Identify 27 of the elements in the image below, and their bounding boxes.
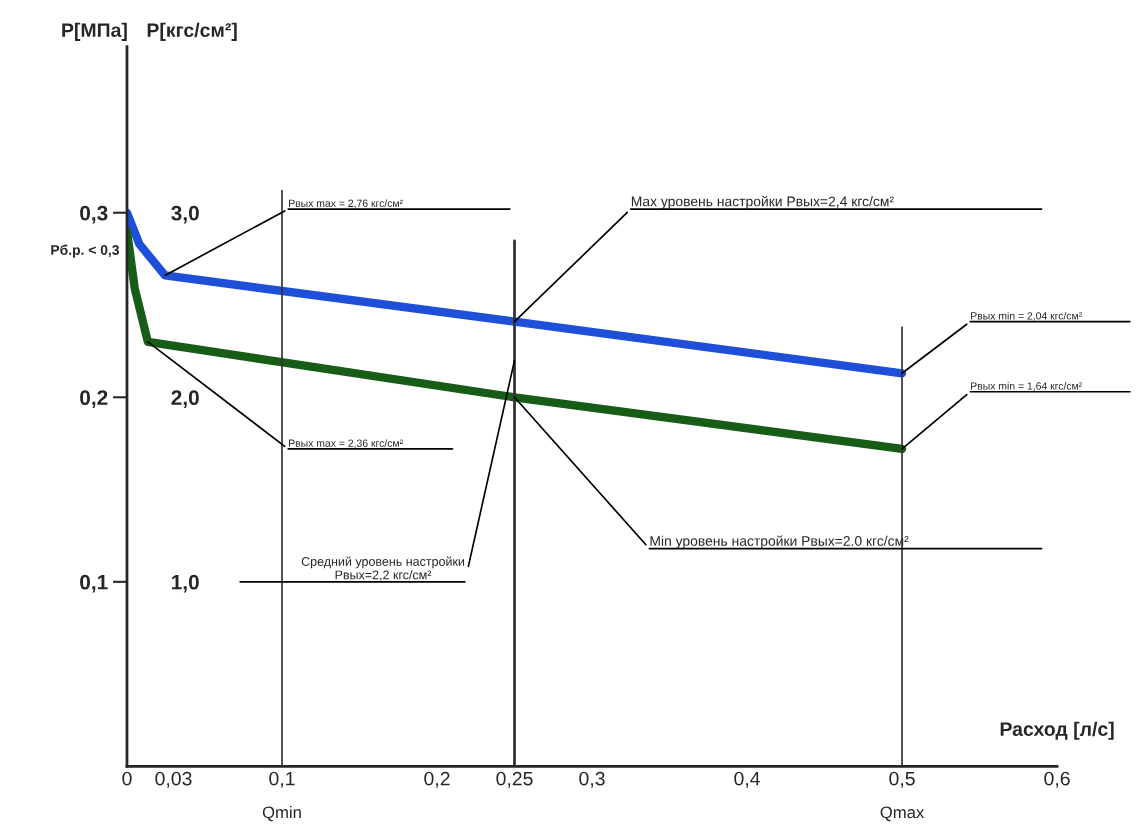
annotation: Рвых max = 2,36 кгс/см²: [289, 439, 403, 449]
y-tick-label: 0,3: [80, 205, 108, 224]
y2-tick-label: 3,0: [171, 205, 199, 224]
y-tick-label: 0,2: [80, 390, 108, 409]
x-tick-label: 0,1: [269, 771, 295, 788]
x-tick-label: 0,25: [496, 771, 533, 788]
x-axis-title: Расход [л/с]: [1000, 721, 1114, 740]
text: Рб.р. < 0,3: [51, 244, 120, 258]
y2-axis-title: P[кгс/см²]: [147, 22, 237, 41]
annotation: Рвых min = 2,04 кгс/см²: [971, 311, 1083, 321]
annotation: Max уровень настройки Рвых=2,4 кгс/см²: [631, 195, 894, 210]
annotation: Рвых min = 1,64 кгс/см²: [971, 382, 1083, 391]
text: Qmax: [880, 806, 925, 822]
x-tick-label: 0,4: [734, 771, 760, 788]
annotation: Средний уровень настройки Рвых=2,2 кгс/см²: [301, 556, 465, 581]
x-tick-label: 0,2: [424, 771, 450, 788]
y2-tick-label: 1,0: [172, 574, 199, 593]
x-tick-label: 0: [122, 771, 132, 786]
x-tick-label: 0,6: [1044, 771, 1070, 788]
x-tick-label: 0,03: [155, 771, 192, 788]
x-tick-label: 0,5: [889, 771, 915, 788]
y2-tick-label: 2,0: [171, 390, 199, 409]
y-axis-title: P[МПа]: [62, 22, 127, 41]
x-tick-label: 0,3: [579, 771, 605, 788]
text: Qmin: [262, 805, 301, 822]
annotation: Рвых max = 2,76 кгс/см²: [289, 199, 403, 209]
y-tick-label: 0,1: [80, 574, 108, 593]
